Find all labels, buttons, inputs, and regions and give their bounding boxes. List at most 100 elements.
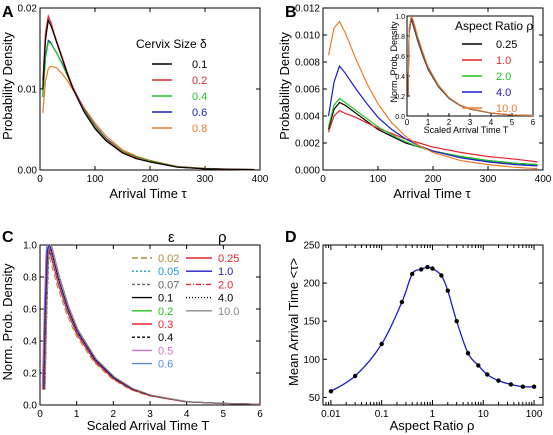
panel-c-xtick-label: 5 [221,409,227,420]
panel-d-data-point [430,266,435,271]
panel-b-series-line [327,97,538,166]
panel-c-legend-title-rho: ρ [218,229,227,246]
panel-b-inset-ylabel: Norm. Prob. Density [389,21,399,103]
panel-b-legend-title: Aspect Ratio ρ [455,19,533,33]
panel-b-ytick-label: 0.004 [295,112,320,123]
panel-a-legend-title: Cervix Size δ [136,37,207,51]
panel-c-ytick-label: 0.0 [23,401,37,412]
panel-c-xtick-label: 6 [257,409,263,420]
panel-b-legend-label: 1.0 [496,55,511,67]
panel-b-series-line [327,109,538,163]
panel-b-inset-ytick-label: 0.2 [395,94,405,101]
panel-c-legend-eps-label: 0.2 [158,306,173,318]
panel-b-series-line [327,64,538,167]
panel-d: D 0.01 0.1 1 10 100 50 100 150 200 250 Aspect Rat… [285,229,544,433]
panel-c-ytick-label: 0.2 [23,369,37,380]
panel-d-ytick-label: 100 [303,355,320,366]
panel-c-ylabel: Norm. Prob. Density [0,263,15,381]
panel-b-xtick-label: 0 [320,174,326,185]
panel-b-inset-ytick-label: 0.6 [395,54,405,61]
panel-b-inset-xtick-label: 6 [531,118,536,127]
panel-d-xlabel: Aspect Ratio ρ [390,418,475,433]
panel-b-legend-label: 4.0 [496,87,511,99]
panel-d-data-point [399,299,405,305]
panel-b-inset-ytick-label: 0.4 [395,74,405,81]
panel-d-data-point [328,389,334,394]
panel-d-plot: 0.01 0.1 1 10 100 50 100 150 200 250 [303,241,544,420]
panel-b-series-line [327,20,538,170]
panel-b-ytick-label: 0.008 [295,58,320,69]
panel-c-legend-rho-label: 4.0 [218,293,233,305]
panel-a-ytick-label: 0.01 [18,85,38,96]
panel-c-legend-eps-label: 0.1 [158,293,173,305]
panel-a-legend-label: 0.4 [192,91,207,103]
panel-b-ytick-label: 0.010 [295,31,320,42]
panel-c-ytick-label: 1.0 [23,241,37,252]
panel-a-xtick-label: 400 [252,174,269,185]
panel-b-xtick-label: 400 [535,174,552,185]
panel-b-inset-xtick-label: 2 [447,118,452,127]
panel-c-ytick-label: 0.8 [23,273,37,284]
panel-b-inset-xtick-label: 3 [468,118,473,127]
panel-b-ytick-label: 0.012 [295,4,320,15]
panel-c: C 0 1 2 3 4 5 6 0.0 0.2 0.4 0.6 0.8 1.0 Scaled Arriv… [0,229,263,433]
panel-b: B 0 100 200 300 4000.0000.0020.0040.0060.008… [277,4,552,202]
panel-a-plot: 0 100 200 300 400 0.00 0.01 0.02 [18,4,269,186]
panel-c-ytick-label: 0.6 [23,305,37,316]
panel-c-legend-title-eps: ε [168,229,175,246]
panel-a-legend-label: 0.8 [192,123,207,135]
panel-d-data-point [425,264,430,270]
panel-c-legend-eps-label: 0.02 [158,253,179,265]
panel-d-xtick-label: 0.01 [321,409,341,420]
panel-d-data-point [419,267,424,272]
panel-b-inset-xlabel: Scaled Arrival Time T [424,125,509,135]
panel-c-xtick-label: 0 [37,409,43,420]
panel-c-legend-eps-label: 0.6 [158,359,173,371]
panel-a-series-line [42,41,255,171]
panel-b-inset-xtick-label: 4 [489,118,494,127]
panel-a-series-line [42,65,255,171]
panel-c-xlabel: Scaled Arrival Time T [87,418,210,433]
panel-c-xtick-label: 4 [184,409,190,420]
panel-d-data-point [454,319,459,324]
panel-b-legend-label: 0.25 [496,39,517,51]
panel-c-legend-rho-label: 0.25 [218,253,239,265]
panel-d-ytick-label: 50 [309,393,321,404]
panel-c-legend-eps-label: 0.4 [158,332,173,344]
panel-d-xtick-label: 1 [430,409,436,420]
panel-a-legend: 0.1 0.2 0.4 0.6 0.8 [152,59,207,135]
panel-b-inset-series-line [407,14,534,116]
panel-a-xtick-label: 200 [142,174,159,185]
panel-b-ylabel: Probability Density [277,32,292,140]
panel-b-ytick-label: 0.006 [295,85,320,96]
panel-d-data-point [531,384,537,389]
panel-d-ytick-label: 200 [303,279,320,290]
panel-c-legend-eps-label: 0.07 [158,279,179,291]
panel-a-series-line [42,18,255,171]
panel-d-xtick-label: 100 [526,409,543,420]
panel-d-ylabel: Mean Arrival Time <τ> [286,258,301,386]
panel-d-data-point [476,363,481,368]
panel-d-ytick-label: 150 [303,317,320,328]
panel-b-legend-label: 10.0 [496,103,517,115]
panel-d-axes-frame [322,244,544,406]
panel-d-data-point [352,373,358,379]
panel-b-xtick-label: 200 [425,174,442,185]
panel-a-legend-label: 0.2 [192,75,207,87]
panel-label-c: C [2,229,14,246]
panel-b-ytick-label: 0.002 [295,139,320,150]
panel-d-data-point [410,271,415,277]
panel-b-inset-ytick-label: 1.0 [395,14,405,21]
panel-b-inset: 0 1 2 3 4 5 6 0.0 0.2 0.4 0.6 0.8 1.0 [395,14,536,127]
panel-c-legend-eps-label: 0.5 [158,345,173,357]
panel-label-b: B [285,4,297,21]
panel-b-inset-xtick-label: 5 [510,118,515,127]
panel-a-xlabel: Arrival Time τ [109,186,187,201]
panel-b-inset-xtick-label: 1 [426,118,431,127]
panel-c-legend-rho-label: 2.0 [218,279,233,291]
panel-c-legend-rho-label: 1.0 [218,266,233,278]
panel-d-data-point [485,372,490,377]
panel-c-xtick-label: 3 [147,409,153,420]
panel-d-data-point [465,351,471,356]
